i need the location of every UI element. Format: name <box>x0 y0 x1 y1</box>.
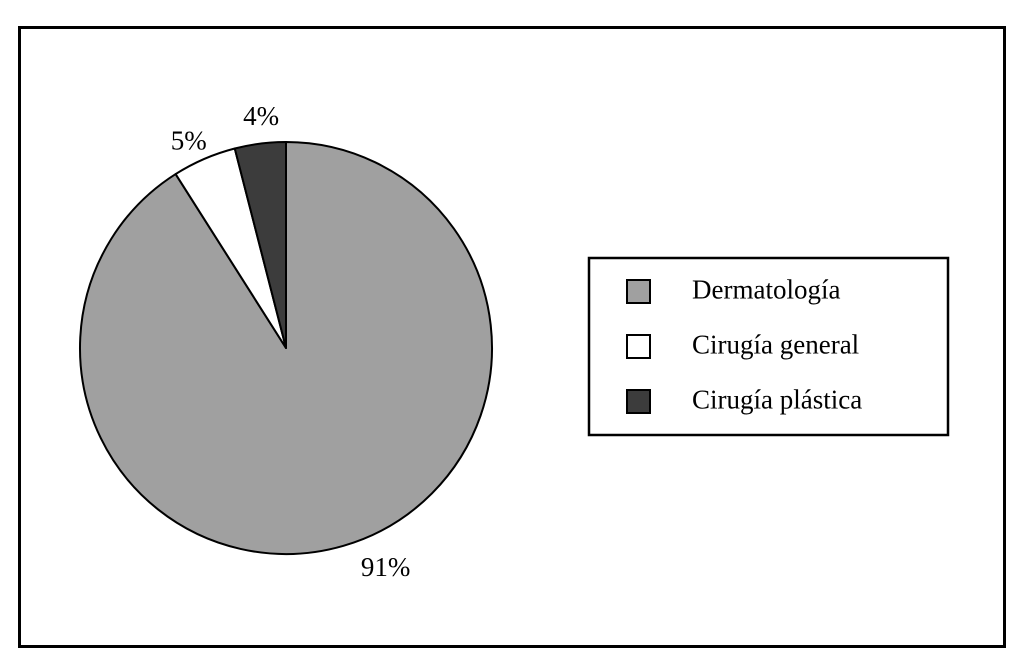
pie-slices <box>79 141 493 555</box>
slice-value-labels: 91% 5% 4% <box>171 101 411 582</box>
legend-swatch-2 <box>626 334 651 359</box>
legend-swatch-1 <box>626 279 651 304</box>
legend-swatch-3 <box>626 389 651 414</box>
slice-value-label-2: 5% <box>171 126 207 156</box>
legend-label-1: Dermatología <box>692 275 840 305</box>
legend: Dermatología Cirugía general Cirugía plást… <box>587 256 950 437</box>
slice-value-label-1: 91% <box>361 552 411 582</box>
legend-label-3: Cirugía plástica <box>692 385 862 415</box>
slice-value-label-3: 4% <box>243 101 279 131</box>
legend-label-2: Cirugía general <box>692 330 859 360</box>
pie-slice-3 <box>233 141 287 349</box>
